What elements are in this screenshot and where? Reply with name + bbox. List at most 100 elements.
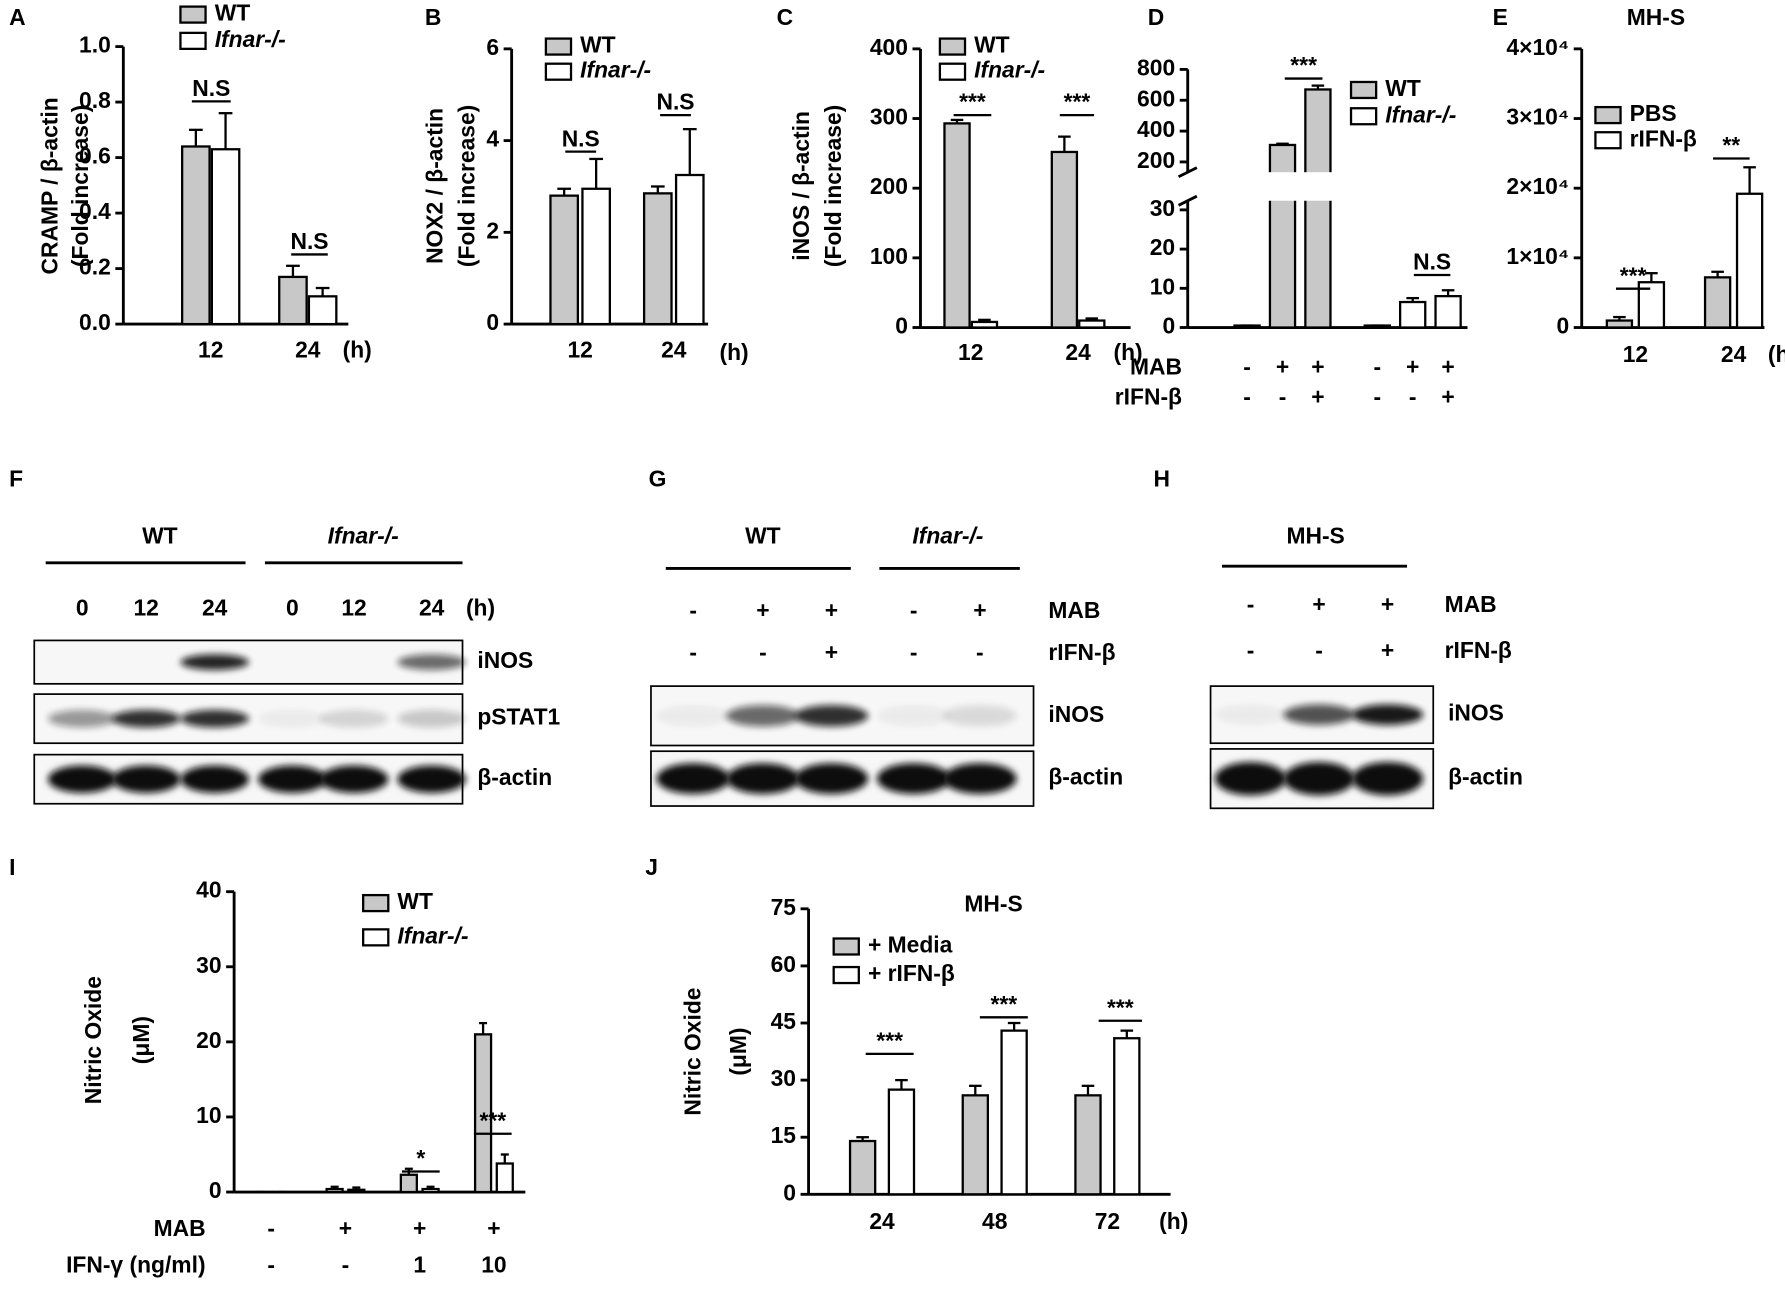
y-tick-label: 4×10⁴ <box>1506 34 1569 60</box>
band <box>794 705 869 727</box>
annotation: *** <box>959 89 986 115</box>
bar <box>347 1188 366 1194</box>
annotation: *** <box>876 1027 903 1053</box>
axis-break <box>1174 172 1477 201</box>
legend-label: WT <box>397 888 433 914</box>
legend-label: WT <box>215 0 251 26</box>
panel-letter: I <box>9 854 15 880</box>
band <box>876 705 951 727</box>
y-tick-label: 2×10⁴ <box>1506 173 1569 199</box>
x-tick-label: 24 <box>1721 341 1747 367</box>
group-label: WT <box>745 523 781 549</box>
condition-value: + <box>825 597 838 623</box>
bar <box>325 1187 344 1194</box>
condition-value: - <box>910 639 918 665</box>
lane-unit: (h) <box>466 595 495 621</box>
lane-label: 12 <box>341 595 366 621</box>
condition-value: + <box>1381 591 1394 617</box>
condition-value: + <box>1441 383 1454 409</box>
y-tick-label: 20 <box>1150 234 1175 260</box>
band <box>794 763 869 794</box>
condition-label: rIFN-β <box>1048 639 1115 665</box>
legend-swatch <box>1594 105 1622 125</box>
legend-swatch <box>544 62 573 81</box>
band <box>397 765 466 793</box>
y-tick-label: 1×10⁴ <box>1506 243 1569 269</box>
error-bar <box>1311 84 1325 90</box>
row-label: iNOS <box>477 647 533 673</box>
x-unit: (h) <box>1768 341 1785 367</box>
error-bar <box>426 1185 435 1190</box>
condition-value: - <box>1373 383 1381 409</box>
panel-letter: B <box>425 4 442 30</box>
y-axis-label: NOX2 / β-actin <box>421 108 447 264</box>
row-label: iNOS <box>1448 700 1504 726</box>
condition-value: - <box>910 597 918 623</box>
panel-letter: G <box>649 466 667 492</box>
y-tick-label: 3×10⁴ <box>1506 104 1569 130</box>
chart-title: MH-S <box>1627 4 1685 30</box>
group-label: Ifnar-/- <box>328 523 399 549</box>
y-tick-label: 30 <box>1150 195 1175 221</box>
y-tick-label: 15 <box>771 1122 797 1148</box>
condition-value: - <box>267 1251 275 1277</box>
band <box>656 705 730 727</box>
y-tick-label: 30 <box>196 952 221 978</box>
error-bar <box>1120 1029 1134 1039</box>
condition-value: + <box>825 639 838 665</box>
legend-label: + Media <box>868 932 953 958</box>
condition-value: + <box>413 1215 426 1241</box>
legend-label: + rIFN-β <box>868 960 955 986</box>
band <box>111 709 181 728</box>
x-tick-label: 72 <box>1095 1208 1120 1234</box>
bar <box>210 148 241 326</box>
y-tick-label: 0 <box>783 1179 796 1205</box>
band <box>111 765 181 793</box>
lane-label: 0 <box>76 595 89 621</box>
condition-value: + <box>487 1215 500 1241</box>
y-tick-label: 0 <box>1556 313 1569 339</box>
x-tick-label: 12 <box>958 339 983 365</box>
bar <box>421 1187 440 1194</box>
bar <box>970 320 999 329</box>
group-label: MH-S <box>1286 523 1344 549</box>
band <box>1214 761 1287 796</box>
band <box>943 763 1017 794</box>
condition-value: - <box>1247 591 1255 617</box>
x-tick-label: 12 <box>567 337 592 363</box>
condition-value: + <box>1381 637 1394 663</box>
lane-label: 24 <box>419 595 445 621</box>
annotation: *** <box>991 991 1018 1017</box>
band <box>1351 761 1424 796</box>
band <box>656 763 730 794</box>
bar <box>549 194 580 326</box>
condition-label: MAB <box>154 1215 206 1241</box>
y-tick-label: 20 <box>196 1027 221 1053</box>
legend-label: rIFN-β <box>1630 125 1697 151</box>
row-label: β-actin <box>477 764 552 790</box>
y-tick-label: 40 <box>196 877 221 903</box>
break-mark <box>1177 194 1198 207</box>
annotation: N.S <box>192 75 230 101</box>
annotation: N.S <box>656 89 694 115</box>
y-tick-label: 200 <box>1137 147 1175 173</box>
x-tick-label: 12 <box>1623 341 1648 367</box>
y-axis-label: CRAMP / β-actin <box>36 97 62 274</box>
y-tick-label: 400 <box>1137 116 1175 142</box>
condition-value: 10 <box>481 1251 506 1277</box>
y-axis-label: iNOS / β-actin <box>788 111 814 261</box>
bar <box>181 145 211 326</box>
bar <box>1605 319 1634 329</box>
bar <box>674 173 705 326</box>
condition-label: rIFN-β <box>1445 637 1512 663</box>
legend-swatch <box>179 31 207 51</box>
error-bar <box>330 1185 339 1190</box>
annotation: *** <box>1064 89 1091 115</box>
error-bar <box>218 112 233 150</box>
break-mark <box>1177 166 1198 179</box>
error-bar <box>895 1078 908 1090</box>
legend-label: Ifnar-/- <box>580 57 651 83</box>
y-tick-label: 0 <box>486 309 499 335</box>
x-unit: (h) <box>719 339 748 365</box>
